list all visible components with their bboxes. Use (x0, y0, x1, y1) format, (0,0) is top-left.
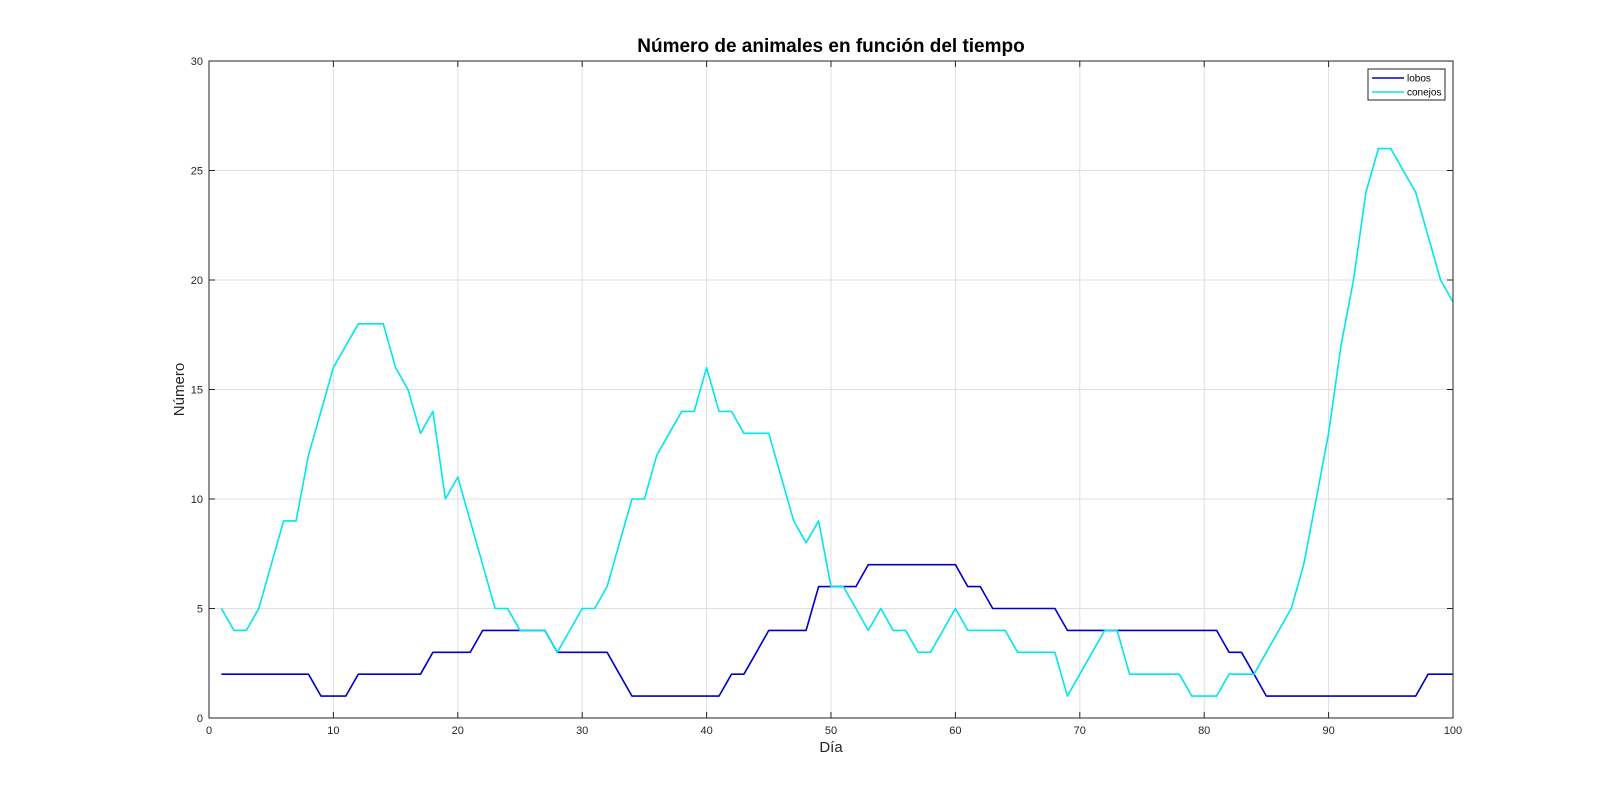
series-lines (220, 147, 1454, 697)
x-tick-label: 20 (452, 725, 464, 737)
x-axis-label: Día (819, 739, 843, 756)
x-tick-label: 100 (1444, 725, 1462, 737)
x-tick-label: 40 (700, 725, 712, 737)
y-tick-label: 10 (191, 494, 203, 506)
y-tick-label: 20 (191, 275, 203, 287)
legend-label-conejos: conejos (1407, 88, 1441, 99)
x-tick-label: 60 (949, 725, 961, 737)
y-tick-label: 25 (191, 166, 203, 178)
x-tick-label: 50 (825, 725, 837, 737)
legend-box (1367, 68, 1446, 101)
axis-ticks: 0 10 20 30 40 50 60 70 80 90 100 0 5 10 15 20 25 30 (191, 56, 1462, 737)
x-tick-label: 30 (576, 725, 588, 737)
x-tick-label: 70 (1074, 725, 1086, 737)
grid-lines (209, 61, 1453, 718)
x-tick-label: 0 (206, 725, 212, 737)
x-tick-label: 90 (1322, 725, 1334, 737)
x-tick-label: 10 (327, 725, 339, 737)
y-tick-label: 30 (191, 56, 203, 68)
x-tick-label: 80 (1198, 725, 1210, 737)
y-tick-label: 0 (197, 713, 203, 725)
y-tick-label: 15 (191, 385, 203, 397)
legend: lobos conejos (1367, 68, 1446, 101)
legend-label-lobos: lobos (1407, 74, 1431, 85)
series-line-conejos (220, 147, 1454, 697)
chart-title: Número de animales en función del tiempo (637, 36, 1024, 57)
y-tick-label: 5 (197, 604, 203, 616)
y-axis-label: Número (171, 363, 188, 416)
